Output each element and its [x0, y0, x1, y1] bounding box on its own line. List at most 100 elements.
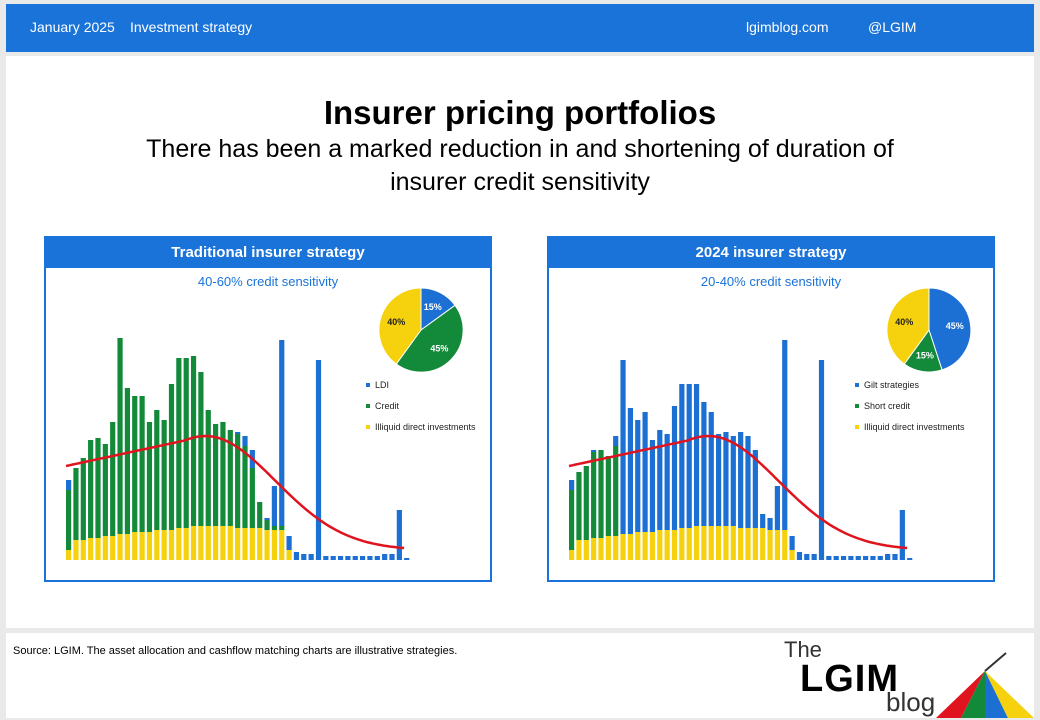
bar-segment-blue [315, 360, 322, 560]
bar-segment-blue [870, 556, 876, 560]
bar-segment-blue [760, 514, 766, 528]
chart-2024: 45% 15% 40% [568, 287, 972, 560]
header-site-link[interactable]: lgimblog.com [746, 19, 829, 35]
bar-segment-green [605, 456, 611, 536]
bar-segment-blue [374, 556, 380, 560]
page-subtitle: There has been a marked reduction in and… [146, 135, 894, 196]
bar-segment-yellow [569, 550, 575, 560]
bar-segment-yellow [730, 526, 736, 560]
bar-segment-yellow [664, 530, 670, 560]
bar-segment-yellow [88, 538, 94, 560]
bar-segment-yellow [760, 528, 766, 560]
bar-segment-yellow [235, 528, 241, 560]
bar-segment-green [591, 452, 597, 538]
bar-segment-yellow [752, 528, 758, 560]
chart-legend: LDI Credit Illiquid direct investments [366, 374, 476, 437]
bar-segment-green [576, 472, 582, 540]
bar-segment-blue [301, 554, 307, 560]
bar-segment-blue [330, 556, 336, 560]
page-title: Insurer pricing portfolios [323, 94, 717, 131]
bar-segment-yellow [66, 550, 72, 560]
bar-segment-blue [723, 432, 729, 526]
legend-label: LDI [375, 379, 390, 390]
bar-segment-green [242, 446, 248, 528]
bar-segment-green [271, 526, 277, 530]
bar-segment-blue [671, 406, 678, 530]
source-note: Source: LGIM. The asset allocation and c… [13, 645, 458, 657]
bar-segment-yellow [257, 528, 263, 560]
legend-swatch-blue [366, 382, 370, 387]
legend-swatch-yellow [366, 424, 370, 429]
bar-segment-green [132, 396, 138, 532]
bar-segment-blue [885, 554, 891, 560]
bar-segment-blue [811, 554, 817, 560]
bar-segment-yellow [649, 532, 656, 560]
bar-segment-blue [826, 556, 832, 560]
footer: Source: LGIM. The asset allocation and c… [6, 633, 1034, 718]
bar-segment-blue [337, 556, 344, 560]
bar-segment-blue [833, 556, 839, 560]
header-section[interactable]: Investment strategy [130, 19, 253, 35]
bar-segment-yellow [73, 540, 79, 560]
bar-segment-green [161, 420, 167, 530]
bar-segment-green [102, 444, 108, 536]
bar-segment-blue [308, 554, 314, 560]
bar-segment-yellow [205, 526, 211, 560]
pie-label: 40% [895, 317, 913, 327]
bar-segment-green [249, 468, 255, 528]
bar-segment-blue [877, 556, 883, 560]
bar-segment-blue [279, 340, 285, 526]
bar-segment-blue [627, 408, 633, 534]
bar-segment-yellow [642, 532, 648, 560]
bar-segment-green [190, 356, 197, 526]
bar-segment-green [264, 520, 270, 530]
bar-segment-yellow [708, 526, 714, 560]
bar-segment-green [139, 396, 145, 532]
bar-segment-yellow [95, 538, 101, 560]
umbrella-logo-icon [936, 652, 1034, 718]
bar-segment-blue [899, 510, 905, 560]
bar-segment-green [146, 422, 153, 532]
bar-segment-yellow [102, 536, 108, 560]
logo-blog: blog [886, 687, 936, 717]
bar-segment-blue [345, 556, 351, 560]
bar-segment-yellow [767, 530, 773, 560]
bar-segment-green [220, 422, 226, 526]
chart-subtitle: 40-60% credit sensitivity [197, 274, 339, 289]
bar-segment-blue [613, 436, 619, 446]
bar-segment-blue [642, 412, 648, 532]
logo-the: The [784, 637, 822, 662]
bar-segment-green [110, 422, 116, 536]
bar-segment-yellow [598, 538, 604, 560]
bar-segment-blue [892, 554, 898, 560]
bar-segment-blue [664, 434, 670, 530]
bar-segment-blue [708, 412, 714, 526]
bar-segment-green [66, 490, 72, 550]
bar-segment-yellow [220, 526, 226, 560]
liability-curve [65, 434, 405, 550]
bar-segment-green [154, 410, 160, 530]
bar-segment-green [279, 526, 285, 530]
header-handle-link[interactable]: @LGIM [868, 19, 917, 35]
bar-segment-yellow [249, 528, 255, 560]
bar-segment-green [117, 338, 123, 534]
chart-legend: Gilt strategies Short credit Illiquid di… [855, 374, 965, 437]
bar-segment-blue [264, 518, 270, 520]
pie-label: 15% [916, 351, 934, 361]
bar-segment-yellow [701, 526, 707, 560]
chart-panel-traditional: 15% 45% 40% Traditional insurer strategy 4… [44, 236, 492, 582]
bar-segment-yellow [671, 530, 678, 560]
bar-segment-green [257, 502, 263, 528]
bar-segment-green [569, 490, 575, 550]
bar-segment-blue [382, 554, 388, 560]
bar-segment-blue [752, 450, 758, 528]
legend-label: Credit [375, 400, 400, 411]
bar-segment-yellow [213, 526, 219, 560]
bar-segment-yellow [583, 540, 589, 560]
bar-segment-blue [367, 556, 373, 560]
bar-segment-blue [271, 486, 277, 526]
bar-segment-blue [649, 440, 656, 532]
bar-segment-blue [782, 340, 788, 530]
bar-segment-yellow [161, 530, 167, 560]
bar-segment-blue [855, 556, 861, 560]
